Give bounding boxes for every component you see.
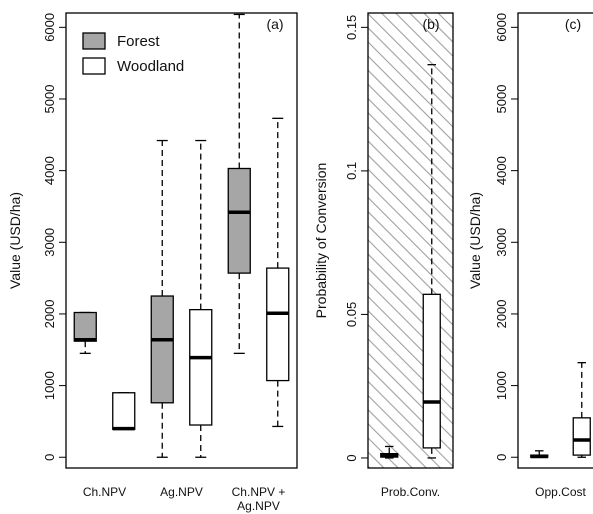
- panel-label: (b): [422, 16, 439, 32]
- iqr-box: [572, 417, 591, 456]
- x-category-label: Opp.Cost: [535, 485, 586, 499]
- x-category-label: Ch.NPV: [83, 485, 126, 499]
- x-category-label: Ag.NPV: [160, 485, 203, 499]
- y-tick-label: 0.15: [344, 15, 359, 40]
- iqr-box: [227, 167, 251, 274]
- y-tick-label: 0: [42, 454, 57, 461]
- box-woodland: [189, 139, 213, 458]
- iqr-box: [422, 293, 441, 449]
- panel-c: 0 1000 2000 3000 4000 5000 6000 Value (USD/ha) O…: [467, 12, 593, 499]
- box-forest: [227, 13, 251, 355]
- y-axis-title: Value (USD/ha): [7, 192, 23, 289]
- iqr-box: [266, 267, 290, 382]
- panel-a: 0 1000 2000 3000 4000 5000 6000 Value (USD/ha) C…: [7, 12, 298, 513]
- box-woodland: [572, 362, 591, 458]
- y-axis-title: Value (USD/ha): [467, 192, 483, 289]
- box-woodland: [422, 64, 441, 459]
- legend-label-woodland: Woodland: [117, 58, 184, 75]
- x-category-label: Ch.NPV + Ag.NPV: [232, 485, 286, 513]
- y-tick-label: 4000: [494, 156, 509, 185]
- plot-frame: [517, 12, 593, 469]
- plot-frame: [65, 12, 298, 469]
- y-tick-label: 5000: [494, 85, 509, 114]
- legend-label-forest: Forest: [117, 33, 160, 50]
- y-tick-label: 5000: [42, 85, 57, 114]
- iqr-box: [189, 308, 213, 426]
- y-tick-label: 2000: [42, 299, 57, 328]
- iqr-box: [73, 311, 97, 342]
- legend-swatch-forest: [82, 32, 106, 50]
- y-tick-label: 0.05: [344, 302, 359, 327]
- box-forest: [73, 311, 97, 355]
- legend-swatch-woodland: [82, 57, 106, 75]
- panel-label: (c): [565, 16, 581, 32]
- box-woodland: [112, 392, 136, 431]
- y-tick-label: 2000: [494, 299, 509, 328]
- y-tick-label: 1000: [494, 371, 509, 400]
- y-tick-label: 0: [494, 454, 509, 461]
- panel-label: (a): [266, 16, 283, 32]
- y-tick-label: 4000: [42, 156, 57, 185]
- y-tick-label: 6000: [42, 13, 57, 42]
- iqr-box: [112, 392, 136, 430]
- y-tick-label: 3000: [494, 228, 509, 257]
- legend: Forest Woodland: [82, 32, 184, 75]
- panel-b: 0 0.05 0.1 0.15 Probability of Conversion Pro…: [313, 12, 454, 499]
- y-tick-label: 6000: [494, 13, 509, 42]
- box-forest: [150, 139, 174, 458]
- y-axis-title: Probability of Conversion: [313, 163, 329, 319]
- plot-frame: [367, 12, 454, 469]
- y-tick-label: 0: [344, 454, 359, 461]
- iqr-box: [150, 295, 174, 404]
- x-category-label: Prob.Conv.: [381, 485, 440, 499]
- box-woodland: [266, 117, 290, 428]
- box-forest: [530, 450, 549, 459]
- y-tick-label: 1000: [42, 371, 57, 400]
- y-tick-label: 3000: [42, 228, 57, 257]
- y-tick-label: 0.1: [344, 162, 359, 180]
- box-forest: [380, 445, 399, 459]
